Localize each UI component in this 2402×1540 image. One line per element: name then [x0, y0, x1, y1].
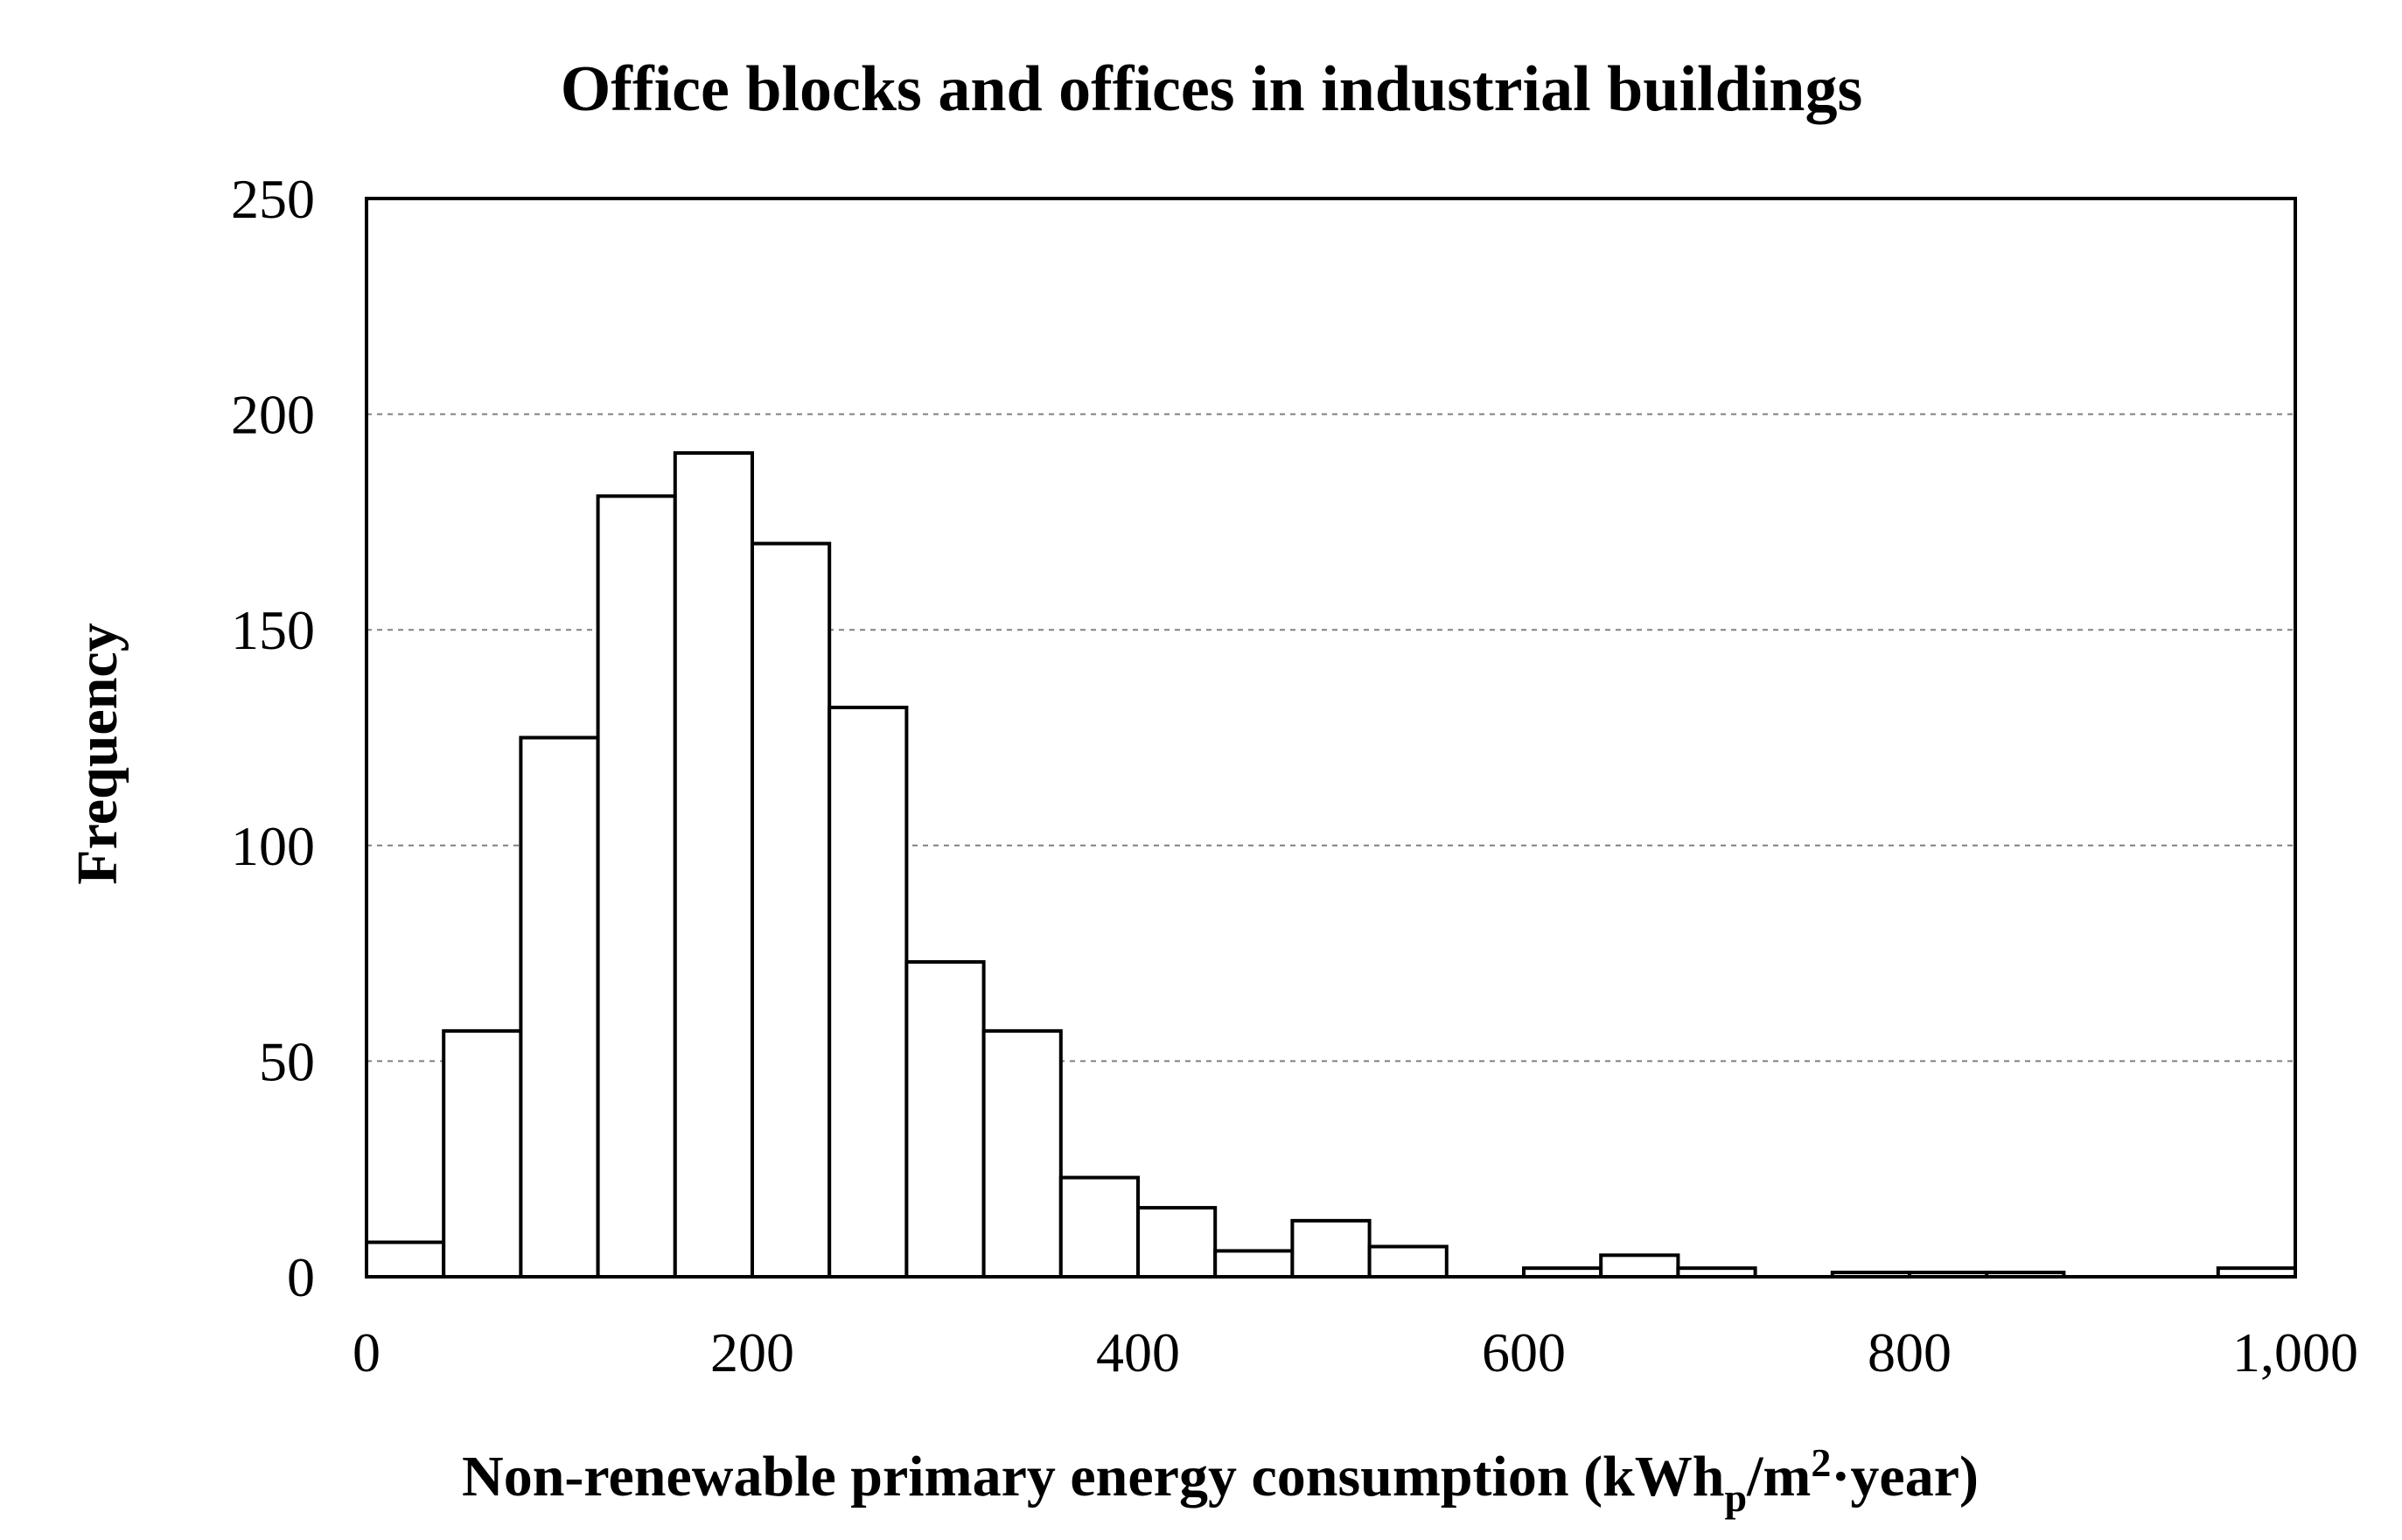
- bar-200-240: [751, 541, 832, 1279]
- x-axis-label-superscript: 2: [1811, 1440, 1831, 1485]
- bar-360-400: [1058, 1175, 1141, 1279]
- bar-240-280: [827, 705, 909, 1279]
- x-tick-label-200: 200: [710, 1321, 794, 1383]
- x-axis-label-tail: /m: [1746, 1445, 1811, 1509]
- bar-0-40: [365, 1240, 446, 1279]
- y-tick-label-250: 250: [231, 168, 315, 230]
- bar-160-200: [673, 450, 754, 1279]
- x-tick-label-0: 0: [353, 1321, 381, 1383]
- y-tick-label-50: 50: [259, 1030, 315, 1092]
- x-axis-label-subscript: p: [1724, 1475, 1747, 1520]
- y-axis-label: Frequency: [66, 623, 129, 884]
- x-tick-label-1000: 1,000: [2232, 1321, 2358, 1383]
- bar-320-360: [981, 1028, 1063, 1279]
- y-tick-label-100: 100: [231, 815, 315, 877]
- x-tick-label-800: 800: [1868, 1321, 1952, 1383]
- x-axis-label-end: ·year): [1831, 1445, 1979, 1509]
- x-axis-tick-labels: 0 200 400 600 800 1,000: [353, 1321, 2358, 1383]
- y-axis-tick-labels: 0 50 100 150 200 250: [231, 168, 315, 1308]
- y-tick-label-150: 150: [231, 599, 315, 661]
- bar-440-480: [1213, 1249, 1295, 1279]
- bar-640-680: [1599, 1253, 1680, 1279]
- bar-520-560: [1367, 1244, 1449, 1279]
- bar-280-320: [904, 959, 986, 1279]
- bar-400-440: [1136, 1206, 1218, 1279]
- y-tick-label-200: 200: [231, 384, 315, 446]
- bar-480-520: [1290, 1218, 1372, 1279]
- x-axis-label: Non-renewable primary energy consumption…: [462, 1440, 1979, 1520]
- x-axis-label-main: Non-renewable primary energy consumption…: [462, 1445, 1724, 1509]
- gridlines: [367, 413, 2295, 1063]
- bar-40-80: [442, 1028, 523, 1279]
- bar-120-160: [596, 494, 677, 1279]
- x-tick-label-600: 600: [1482, 1321, 1566, 1383]
- chart-title: Office blocks and offices in industrial …: [561, 53, 1863, 125]
- histogram-bars: [365, 450, 2298, 1279]
- plot-frame: [365, 197, 2297, 1279]
- y-tick-label-0: 0: [287, 1246, 315, 1308]
- bar-80-120: [519, 735, 600, 1279]
- x-tick-label-400: 400: [1096, 1321, 1180, 1383]
